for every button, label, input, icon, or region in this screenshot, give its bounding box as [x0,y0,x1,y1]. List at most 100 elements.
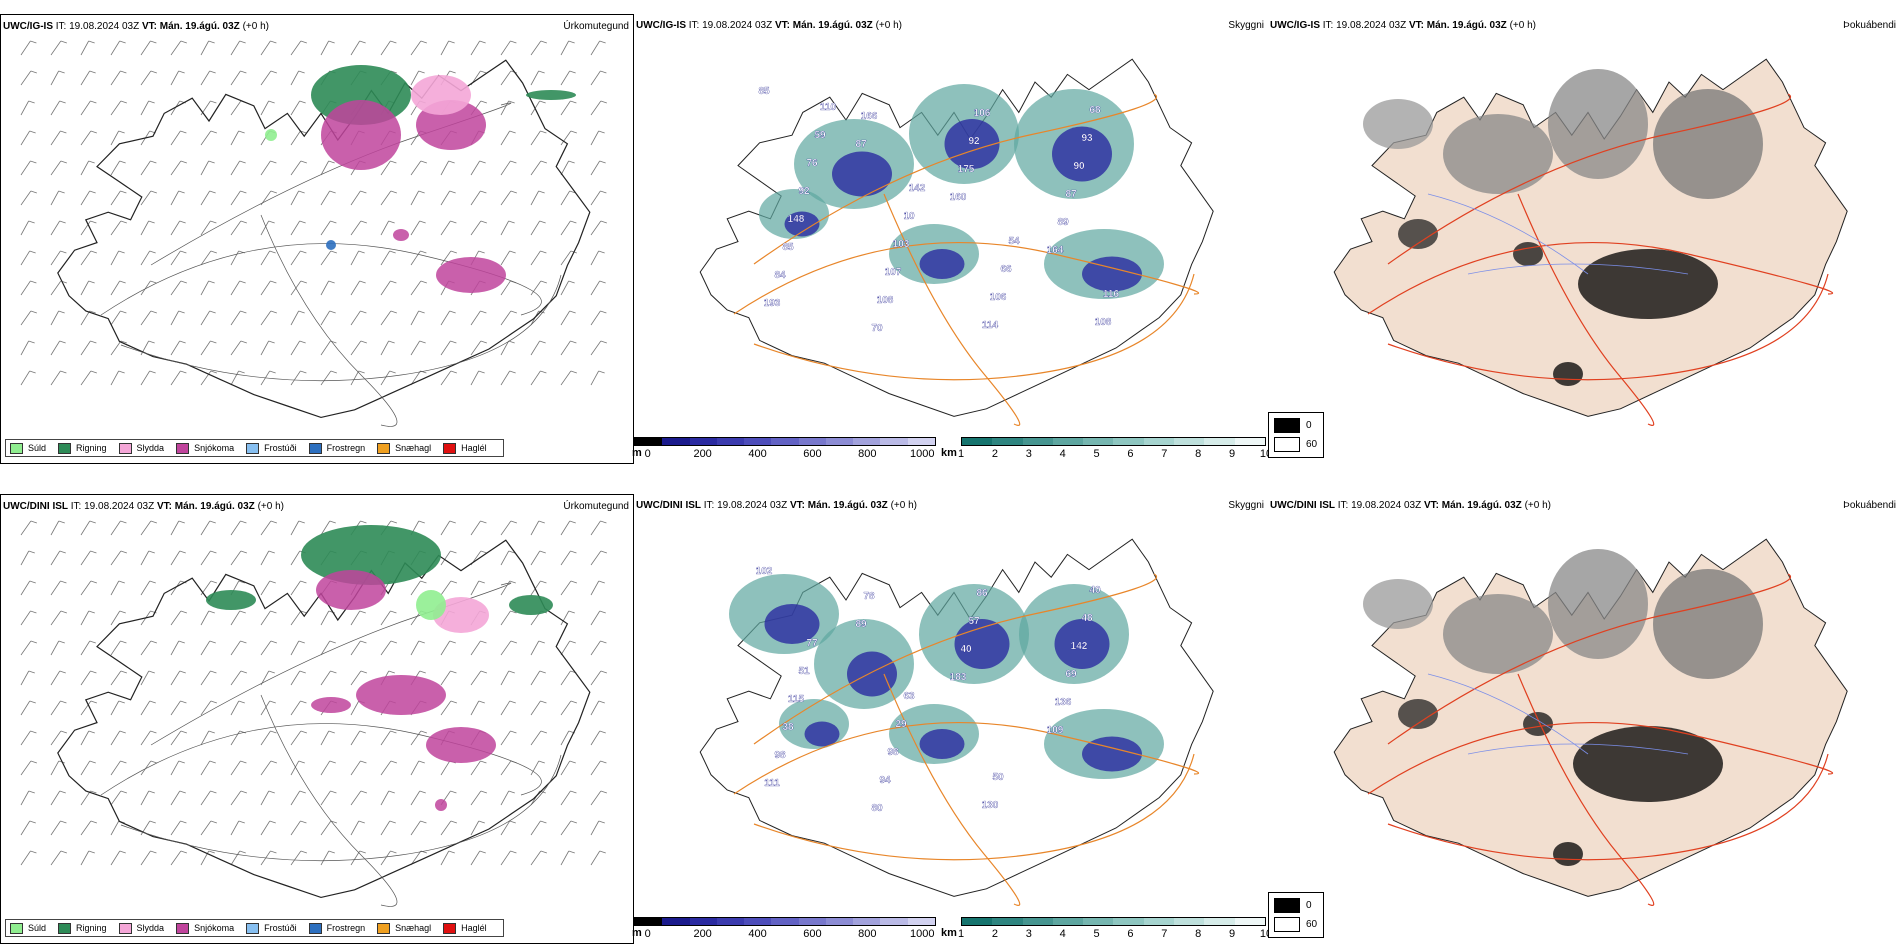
wind-barb-flag [419,220,426,224]
wind-barb [470,340,482,356]
wind-barb-flag [88,850,95,854]
wind-barb [410,40,422,56]
wind-barb [80,40,90,56]
cloud-base-label: 89 [1057,217,1069,228]
wind-barb-flag [209,640,216,644]
wind-barb-flag [598,700,605,704]
wind-barb [80,640,91,656]
wind-barb-flag [599,160,606,164]
wind-barb [170,220,181,236]
wind-barb-flag [480,220,487,224]
wind-barb-flag [538,310,545,314]
wind-barb-flag [208,730,215,734]
wind-barb-flag [480,310,487,314]
wind-barb [230,220,242,236]
low-cloud-base-area [1052,126,1112,182]
wind-barb-flag [120,640,127,644]
wind-barb-flag [328,280,335,284]
wind-barb-flag [328,160,335,164]
wind-barb-flag [418,310,425,314]
wind-barb-flag [298,190,305,194]
wind-barb [500,610,511,626]
wind-barb [200,670,211,686]
wind-barb-flag [29,370,36,374]
wind-barb [560,190,571,206]
wind-barb [200,520,211,536]
wind-barb [110,580,120,596]
wind-barb-flag [180,700,187,704]
wind-barb-flag [360,670,368,674]
wind-barb-flag [270,40,277,44]
wind-barb-flag [180,610,188,614]
wind-barb [140,250,151,266]
wind-barb-flag [360,310,367,314]
wind-barb [440,520,451,536]
wind-barb [50,790,61,806]
low-cloud-base-area [804,721,840,747]
wind-barb [110,160,121,176]
wind-barb-flag [60,160,67,164]
legend-swatch [308,442,322,454]
wind-barb [260,220,270,236]
wind-barb-flag [329,310,336,314]
wind-barb [590,160,601,176]
wind-barbs [20,40,607,386]
wind-barb [20,760,32,776]
wind-barb-flag [358,250,365,254]
panel-name: Úrkomutegund [563,21,629,32]
wind-barb-flag [540,370,547,374]
wind-barb-flag [570,100,577,104]
wind-barb [590,70,601,86]
wind-barb-flag [480,340,487,344]
wind-barb [200,310,211,326]
wind-barb-flag [509,130,516,134]
wind-barb-flag [119,610,126,614]
legend-label: Snæhagl [395,923,432,933]
wind-barb-flag [450,250,457,254]
wind-barb [200,610,210,626]
wind-barb [410,220,421,236]
wind-barb-flag [300,40,307,44]
rain-area [301,525,441,585]
wind-barb-flag [540,730,548,734]
wind-barb [500,820,511,836]
wind-barb-flag [59,670,66,674]
wind-barb-flag [30,40,37,44]
wind-barb-flag [300,160,307,164]
wind-barb [140,70,152,86]
wind-barb-flag [150,310,157,314]
cloud-base-label: 116 [1103,289,1120,300]
wind-barb [140,580,151,596]
wind-barb-flag [329,640,336,644]
wind-barb [140,520,152,536]
panel-name: Úrkomutegund [563,501,629,512]
wind-barb [350,370,360,386]
wind-barb-flag [568,160,575,164]
wind-barb [440,340,451,356]
wind-barb-flag [30,520,38,524]
wind-barb-flag [600,790,608,794]
legend-swatch [443,922,457,934]
colorbar-cell [771,918,799,925]
snow-area [393,229,409,241]
wind-barb [440,670,451,686]
colorbar-cell [907,438,935,445]
wind-barb [20,100,30,116]
wind-barb-flag [58,640,65,644]
road [260,214,398,427]
cloud-base-label: 160 [950,192,967,203]
wind-barb-flag [390,70,397,74]
colorbar-cell [689,918,717,925]
wind-barb-flag [270,610,277,614]
fog-panel-row1: UWC/IG-IS IT: 19.08.2024 03Z VT: Mán. 19… [1268,14,1900,464]
wind-barb [470,640,481,656]
wind-barb [470,700,480,716]
wind-barb [200,820,212,836]
wind-barb [560,280,570,296]
fog-legend: 0 60 [1268,892,1324,938]
wind-barb [110,70,121,86]
wind-barb-flag [569,640,576,644]
coastline [57,539,591,899]
wind-barb-flag [28,340,35,344]
colorbar-cell [1234,918,1265,925]
